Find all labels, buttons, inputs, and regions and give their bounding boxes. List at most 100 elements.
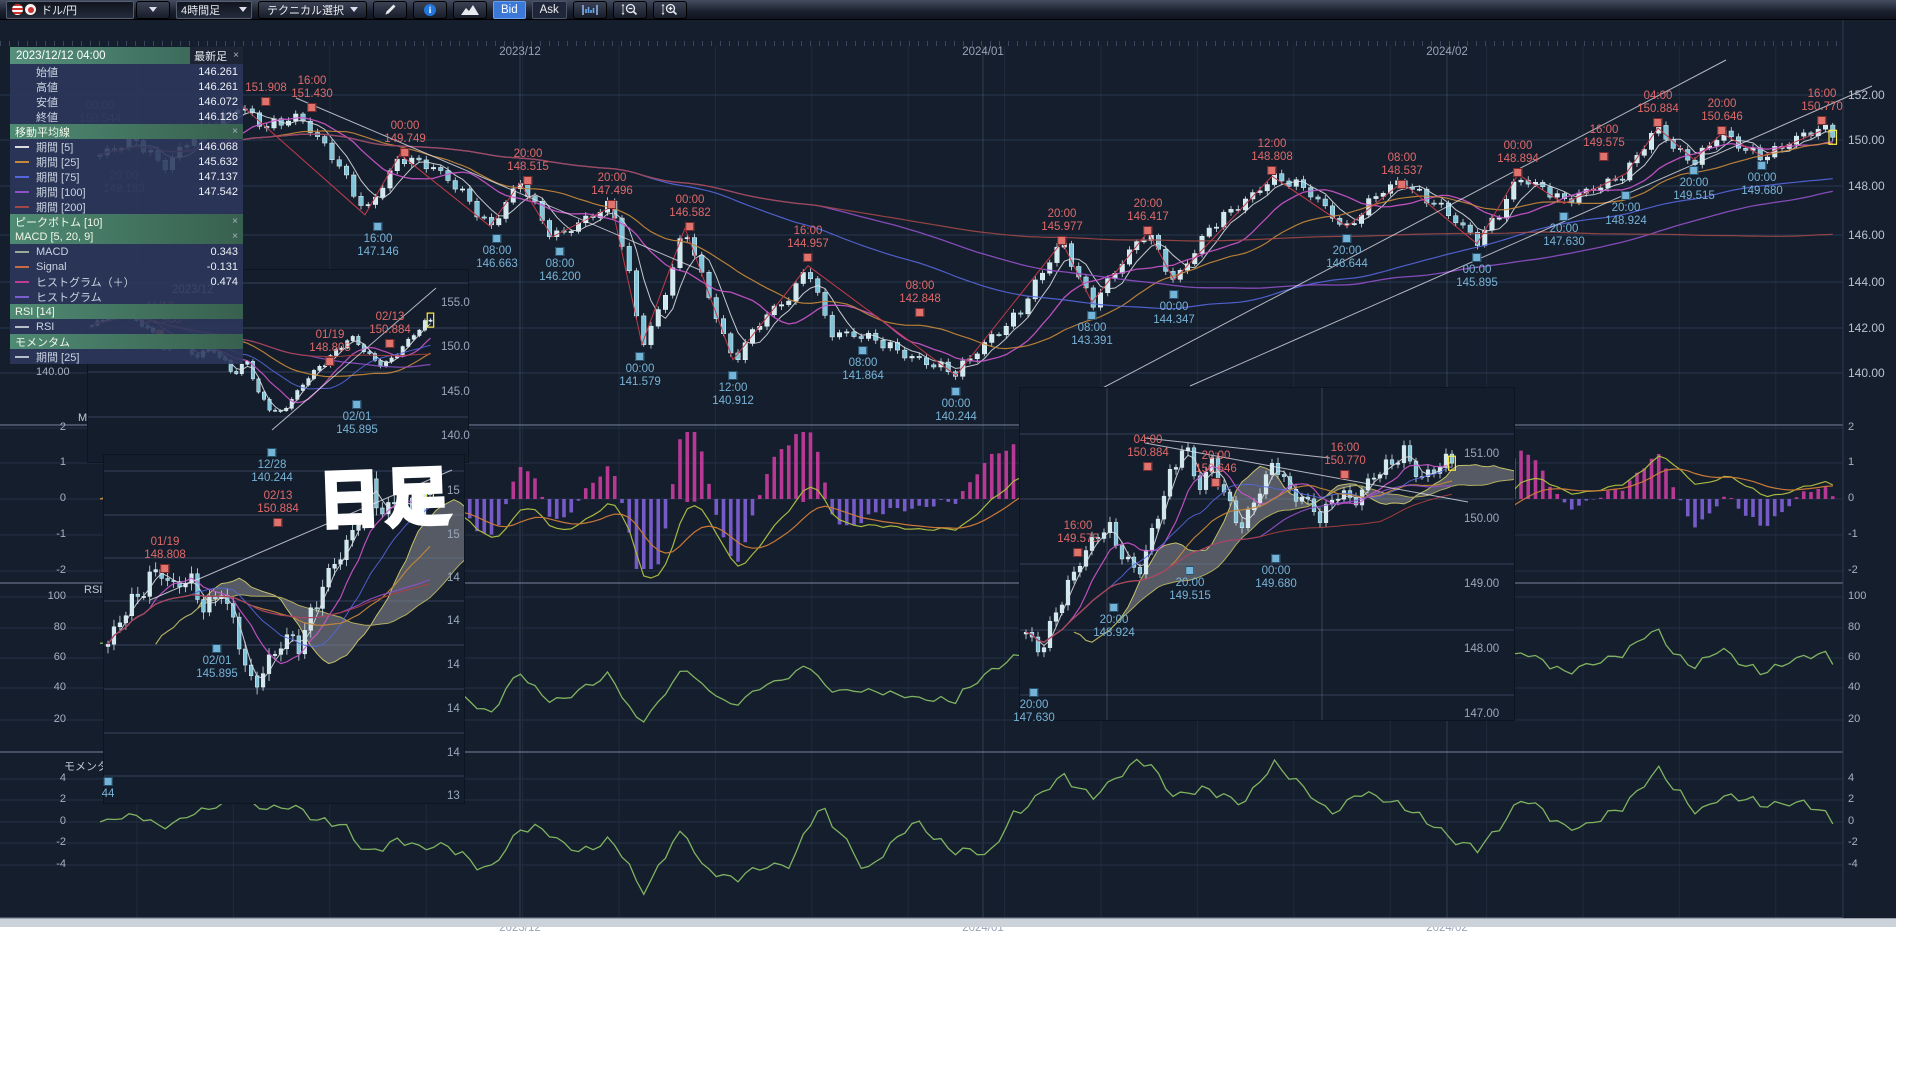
pair-selector[interactable]: ドル/円 bbox=[6, 0, 134, 19]
marker-square-icon bbox=[1817, 116, 1827, 125]
marker-square-icon bbox=[555, 247, 565, 256]
indicator-tick-label: 20 bbox=[53, 713, 66, 725]
indicator-tick-label: 100 bbox=[47, 590, 66, 602]
indicator-tick-label: 40 bbox=[1848, 681, 1861, 693]
inset-chart-canvas bbox=[104, 469, 464, 777]
marker-square-icon bbox=[1211, 478, 1221, 487]
peak-annotation: 00:00 146.582 bbox=[669, 194, 711, 233]
macd-row: ヒストグラム（＋） 0.474 bbox=[10, 274, 243, 289]
marker-square-icon bbox=[1271, 554, 1281, 563]
macd-row: ヒストグラム bbox=[10, 289, 243, 304]
chart-surface[interactable]: 152.00 150.00 148.00 146.00 144.00 142.00 140.… bbox=[0, 20, 1896, 934]
close-icon[interactable]: × bbox=[232, 126, 238, 137]
marker-square-icon bbox=[1267, 166, 1277, 175]
inset-axis-label: 151.00 bbox=[1464, 448, 1500, 460]
close-icon[interactable]: × bbox=[232, 231, 238, 242]
price-axis-label: 148.00 bbox=[1848, 179, 1885, 193]
us-flag-icon bbox=[11, 3, 24, 16]
latest-bar-chip[interactable]: 最新足 × bbox=[190, 47, 243, 64]
line-color-swatch bbox=[15, 325, 29, 328]
ohlc-row: 始値 146.261 bbox=[10, 64, 243, 79]
bottom-annotation: 20:00 146.644 bbox=[1326, 232, 1368, 271]
marker-square-icon bbox=[523, 176, 533, 185]
info-button[interactable]: i bbox=[413, 0, 447, 19]
line-color-swatch bbox=[15, 295, 29, 298]
marker-square-icon bbox=[1143, 462, 1153, 471]
bottom-annotation: 20:00 148.924 bbox=[1093, 601, 1135, 640]
inset-axis-label: 145.0 bbox=[441, 386, 470, 398]
chart-style-button[interactable] bbox=[453, 0, 487, 19]
peak-annotation: 20:00 150.646 bbox=[1195, 450, 1237, 489]
panel-section-header: RSI [14] bbox=[10, 304, 243, 319]
inset-chart-canvas bbox=[1020, 388, 1514, 720]
zoom-in-icon bbox=[661, 3, 678, 16]
inset-axis-label: 149.00 bbox=[1464, 578, 1500, 590]
ma-row: 期間 [25] 145.632 bbox=[10, 154, 243, 169]
line-color-swatch bbox=[15, 250, 29, 253]
indicator-tick-label: 80 bbox=[1848, 621, 1861, 633]
line-color-swatch bbox=[15, 160, 29, 163]
indicator-tick-label: 4 bbox=[1848, 772, 1855, 784]
toolbar: ドル/円 4時間足 テクニカル選択 i Bid Ask bbox=[0, 0, 1896, 20]
ask-label: Ask bbox=[539, 3, 559, 16]
indicator-tick-label: -1 bbox=[1848, 528, 1858, 540]
peak-annotation: 01/19 148.808 bbox=[144, 536, 186, 575]
line-color-swatch bbox=[15, 101, 29, 103]
indicator-panel-title: RSI bbox=[84, 584, 103, 596]
rsi-row: RSI bbox=[10, 319, 243, 334]
panel-section-header: ピークボトム [10] × bbox=[10, 214, 243, 229]
horizontal-scrollbar[interactable] bbox=[0, 918, 1896, 927]
panel-header: 2023/12/12 04:00 最新足 × bbox=[10, 47, 243, 64]
line-color-swatch bbox=[15, 265, 29, 268]
technical-select-button[interactable]: テクニカル選択 bbox=[258, 0, 367, 19]
marker-square-icon bbox=[803, 253, 813, 262]
peak-annotation: 16:00 150.770 bbox=[1324, 442, 1366, 481]
line-color-swatch bbox=[15, 71, 29, 73]
pair-dropdown-button[interactable] bbox=[136, 0, 170, 19]
inset-axis-label: 15 bbox=[447, 485, 460, 497]
line-color-swatch bbox=[15, 175, 29, 178]
marker-square-icon bbox=[103, 777, 113, 786]
indicator-tick-label: 80 bbox=[53, 621, 66, 633]
bottom-annotation: 20:00 149.515 bbox=[1169, 564, 1211, 603]
timeframe-selector[interactable]: 4時間足 bbox=[176, 0, 252, 19]
marker-square-icon bbox=[325, 357, 335, 366]
date-axis-label: 2024/01 bbox=[962, 46, 1004, 58]
indicator-tick-label: 2 bbox=[1848, 793, 1855, 805]
peak-annotation: 20:00 150.646 bbox=[1701, 98, 1743, 137]
marker-square-icon bbox=[373, 222, 383, 231]
close-icon[interactable]: × bbox=[233, 50, 239, 61]
peak-annotation: 04:00 150.884 bbox=[1127, 434, 1169, 473]
inset-axis-label: 14 bbox=[447, 703, 460, 715]
peak-annotation: 02/13 150.884 bbox=[257, 490, 299, 529]
peak-annotation: 16:00 150.770 bbox=[1801, 88, 1843, 127]
close-icon[interactable]: × bbox=[232, 216, 238, 227]
fit-chart-button[interactable] bbox=[572, 0, 607, 19]
peak-annotation: 02/13 150.884 bbox=[369, 311, 411, 350]
zoom-out-button[interactable] bbox=[612, 0, 647, 19]
zoom-out-icon bbox=[621, 3, 638, 16]
indicator-tick-label: 0 bbox=[59, 492, 66, 504]
panel-section-header: モメンタム bbox=[10, 334, 243, 349]
bottom-annotation: 08:00 141.864 bbox=[842, 344, 884, 383]
inset-axis-label: 15 bbox=[447, 529, 460, 541]
peak-annotation: 16:00 151.430 bbox=[291, 75, 333, 114]
marker-square-icon bbox=[273, 518, 283, 527]
marker-square-icon bbox=[1340, 470, 1350, 479]
peak-annotation: 01/19 148.808 bbox=[309, 329, 351, 368]
line-color-swatch bbox=[15, 190, 29, 193]
marker-square-icon bbox=[1143, 226, 1153, 235]
line-color-swatch bbox=[15, 145, 29, 148]
inset-axis-label: 150.00 bbox=[1464, 513, 1500, 525]
inset-4h-zoom-chart[interactable] bbox=[1020, 388, 1514, 720]
indicator-tick-label: 60 bbox=[1848, 651, 1861, 663]
bid-button[interactable]: Bid bbox=[493, 0, 526, 19]
ask-button[interactable]: Ask bbox=[531, 0, 567, 19]
inset-axis-label: 155.0 bbox=[441, 297, 470, 309]
inset-daily-zoom-chart[interactable] bbox=[104, 455, 464, 803]
marker-square-icon bbox=[1397, 180, 1407, 189]
zoom-in-button[interactable] bbox=[652, 0, 687, 19]
marker-square-icon bbox=[400, 148, 410, 157]
draw-tool-button[interactable] bbox=[373, 0, 407, 19]
indicator-tick-label: 100 bbox=[1848, 590, 1867, 602]
